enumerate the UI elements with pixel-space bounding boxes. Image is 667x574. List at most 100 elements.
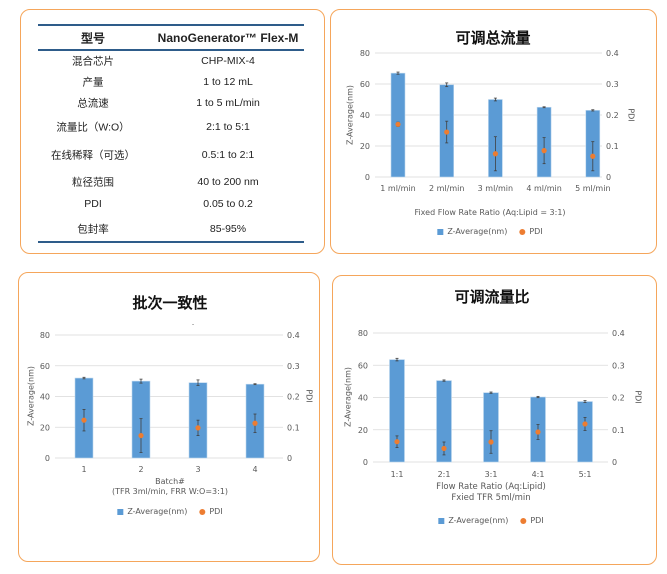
legend-bar-swatch bbox=[437, 228, 444, 235]
chart-title: 批次一致性 bbox=[132, 294, 208, 312]
y2-axis-label: PDI bbox=[304, 389, 314, 403]
x-tick-label: 1:1 bbox=[391, 470, 404, 479]
y2-tick-label: 0.2 bbox=[606, 111, 619, 120]
x-tick-label: 4 ml/min bbox=[526, 184, 561, 193]
chart-panel-batch bbox=[18, 272, 320, 562]
pdi-point bbox=[582, 421, 588, 427]
table-row-value: CHP-MIX-4 bbox=[201, 55, 255, 67]
y2-axis-label: PDI bbox=[626, 108, 636, 122]
table-row-value: 0.5:1 to 2:1 bbox=[201, 149, 255, 161]
y-axis-label: Z-Average(nm) bbox=[343, 366, 353, 428]
y-tick-label: 20 bbox=[40, 423, 50, 432]
table-header-model: 型号 bbox=[80, 31, 106, 46]
x-tick-label: 3 ml/min bbox=[478, 184, 513, 193]
y2-axis-label: PDI bbox=[633, 390, 643, 404]
x-axis-label-line: Flow Rate Ratio (Aq:Lipid) bbox=[436, 482, 546, 492]
y-tick-label: 40 bbox=[40, 393, 50, 402]
y2-tick-label: 0.1 bbox=[612, 426, 625, 435]
y-tick-label: 80 bbox=[40, 331, 50, 340]
legend-dot-swatch bbox=[520, 517, 527, 524]
table-row-label: 在线稀释（可选） bbox=[51, 149, 135, 162]
legend-item: Z-Average(nm) bbox=[127, 507, 188, 516]
x-tick-label: 3:1 bbox=[485, 470, 498, 479]
legend-dot-swatch bbox=[199, 508, 206, 515]
y2-tick-label: 0.3 bbox=[612, 361, 625, 370]
pdi-point bbox=[395, 121, 401, 127]
x-axis-label: Fixed Flow Rate Ratio (Aq:Lipid = 3:1) bbox=[414, 208, 566, 217]
table-row-label: 流量比（W:O） bbox=[56, 121, 130, 134]
x-tick-label: 2:1 bbox=[438, 470, 451, 479]
legend: Z-Average(nm) PDI bbox=[437, 227, 543, 236]
pdi-point bbox=[444, 129, 450, 135]
y2-tick-label: 0.4 bbox=[287, 331, 300, 340]
table-row-label: 包封率 bbox=[77, 223, 109, 236]
chart-title: 可调总流量 bbox=[455, 29, 531, 47]
y-tick-label: 0 bbox=[365, 173, 370, 182]
table-row-value: 1 to 12 mL bbox=[203, 76, 253, 88]
y2-tick-label: 0.2 bbox=[612, 394, 625, 403]
legend: Z-Average(nm) PDI bbox=[438, 516, 544, 525]
y-tick-label: 60 bbox=[360, 80, 370, 89]
y-tick-label: 80 bbox=[358, 329, 368, 338]
table-top-rule bbox=[38, 24, 304, 26]
x-tick-label: 5 ml/min bbox=[575, 184, 610, 193]
y2-tick-label: 0 bbox=[612, 458, 617, 467]
y-tick-label: 20 bbox=[360, 142, 370, 151]
chart-note: . bbox=[191, 318, 195, 327]
x-tick-label: 2 bbox=[138, 465, 143, 474]
table-row-value: 1 to 5 mL/min bbox=[196, 97, 260, 109]
table-row-value: 40 to 200 nm bbox=[197, 176, 259, 188]
y-tick-label: 40 bbox=[358, 394, 368, 403]
legend-dot-swatch bbox=[519, 228, 526, 235]
table-row-label: 总流速 bbox=[77, 97, 109, 110]
x-tick-label: 1 bbox=[81, 465, 86, 474]
y2-tick-label: 0.1 bbox=[606, 142, 619, 151]
chart-title: 可调流量比 bbox=[454, 288, 530, 306]
pdi-point bbox=[488, 439, 494, 445]
x-axis-label-line: Fxied TFR 5ml/min bbox=[451, 493, 531, 503]
table-row-value: 2:1 to 5:1 bbox=[206, 121, 250, 133]
bar bbox=[577, 401, 593, 463]
x-axis-label-line: Batch# bbox=[155, 477, 185, 486]
y2-tick-label: 0.3 bbox=[606, 80, 619, 89]
y2-tick-label: 0 bbox=[287, 454, 292, 463]
legend-item: Z-Average(nm) bbox=[447, 227, 508, 236]
legend-item: Z-Average(nm) bbox=[448, 516, 509, 525]
table-row-value: 0.05 to 0.2 bbox=[203, 198, 253, 210]
y-tick-label: 20 bbox=[358, 426, 368, 435]
legend-bar-swatch bbox=[438, 517, 445, 524]
pdi-point bbox=[535, 429, 541, 435]
table-row-label: 混合芯片 bbox=[72, 55, 114, 68]
pdi-point bbox=[138, 432, 144, 439]
y-tick-label: 60 bbox=[358, 361, 368, 370]
pdi-point bbox=[195, 425, 201, 431]
table-header-rule bbox=[38, 49, 304, 51]
y2-tick-label: 0.2 bbox=[287, 393, 300, 402]
y-tick-label: 60 bbox=[40, 362, 50, 371]
pdi-point bbox=[541, 148, 547, 154]
y2-tick-label: 0 bbox=[606, 173, 611, 182]
x-tick-label: 2 ml/min bbox=[429, 184, 464, 193]
y2-tick-label: 0.1 bbox=[287, 423, 300, 432]
legend-item: PDI bbox=[529, 227, 543, 236]
pdi-point bbox=[590, 153, 596, 159]
x-tick-label: 3 bbox=[195, 465, 200, 474]
x-tick-label: 4 bbox=[252, 465, 257, 474]
y-axis-label: Z-Average(nm) bbox=[26, 365, 36, 427]
y-tick-label: 80 bbox=[360, 49, 370, 58]
table-row-label: 粒径范围 bbox=[72, 176, 114, 189]
legend-item: PDI bbox=[530, 516, 544, 525]
y-axis-label: Z-Average(nm) bbox=[345, 84, 355, 146]
pdi-point bbox=[252, 420, 258, 426]
pdi-point bbox=[492, 151, 498, 157]
legend-bar-swatch bbox=[117, 508, 124, 515]
x-tick-label: 1 ml/min bbox=[380, 184, 415, 193]
table-row-value: 85-95% bbox=[209, 223, 247, 235]
y2-tick-label: 0.3 bbox=[287, 362, 300, 371]
y-tick-label: 40 bbox=[360, 111, 370, 120]
x-axis-label: Batch# (TFR 3ml/min, FRR W:O=3:1) bbox=[112, 477, 228, 497]
legend: Z-Average(nm) PDI bbox=[117, 507, 223, 516]
x-axis-label: Flow Rate Ratio (Aq:Lipid) Fxied TFR 5ml… bbox=[436, 482, 546, 504]
